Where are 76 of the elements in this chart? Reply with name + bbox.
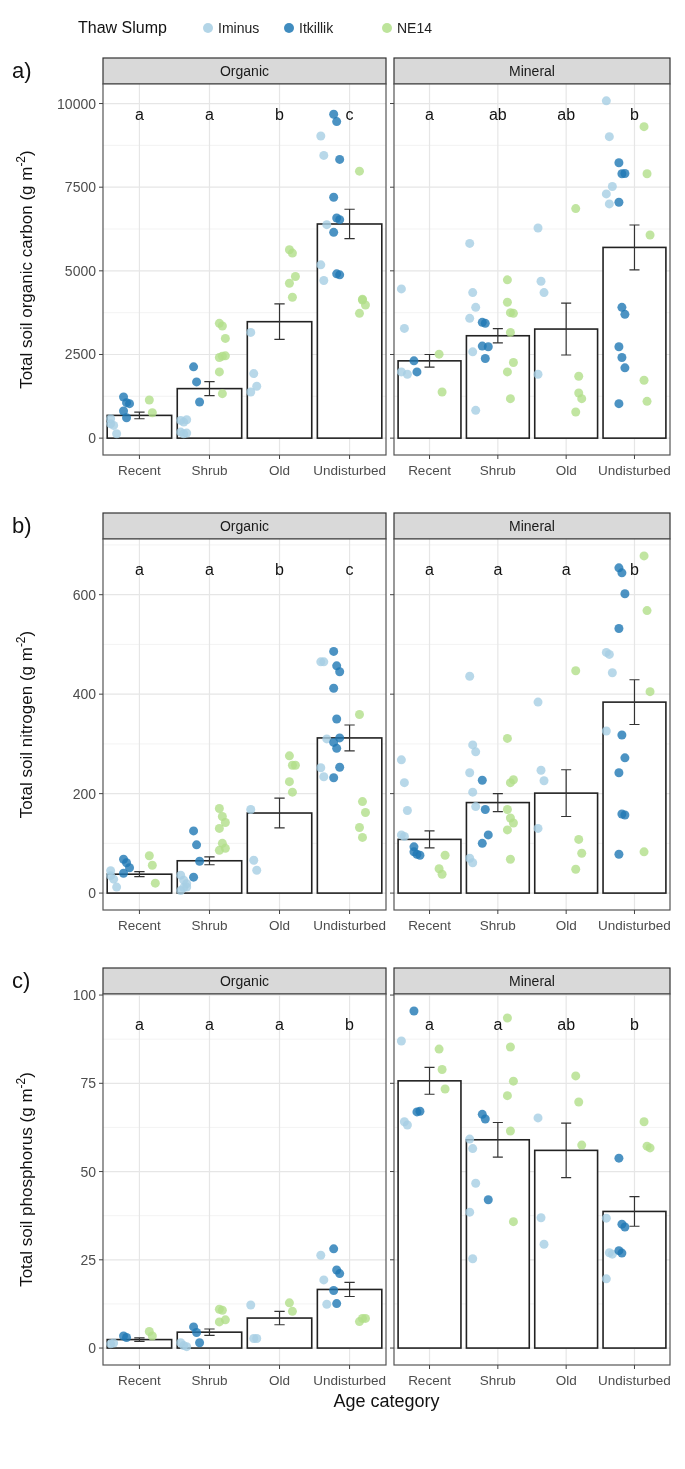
x-tick-label: Shrub xyxy=(479,1373,516,1388)
y-tick-label: 0 xyxy=(88,1340,97,1357)
y-tick-label: 5000 xyxy=(64,262,97,279)
x-tick-label: Shrub xyxy=(479,918,516,933)
y-tick-label: 100 xyxy=(72,987,97,1004)
chart-title: Mineral xyxy=(509,973,555,989)
annotation: a xyxy=(493,1015,503,1033)
annotation: a xyxy=(134,560,144,578)
y-tick-label: 2500 xyxy=(64,346,97,363)
legend-label: Iminus xyxy=(218,20,260,36)
x-tick-label: Undisturbed xyxy=(313,918,386,933)
chart-title: Organic xyxy=(219,973,270,989)
chart-title: Mineral xyxy=(509,518,555,534)
annotation: a xyxy=(425,105,435,123)
y-tick-label: 600 xyxy=(72,586,97,603)
y-tick-label: 7500 xyxy=(64,179,97,196)
x-tick-label: Shrub xyxy=(191,1373,228,1388)
x-tick-label: Old xyxy=(269,918,291,933)
y-tick-label: 25 xyxy=(80,1251,97,1268)
x-tick-label: Shrub xyxy=(191,463,228,478)
annotation: a xyxy=(425,1015,435,1033)
y-tick-label: 75 xyxy=(80,1075,97,1092)
annotation: b xyxy=(345,1015,355,1033)
annotation: b xyxy=(275,560,285,578)
chart-title: Organic xyxy=(219,63,270,79)
x-tick-label: Undisturbed xyxy=(598,918,671,933)
x-tick-label: Undisturbed xyxy=(598,1373,671,1388)
y-tick-label: 200 xyxy=(72,785,97,802)
x-tick-label: Old xyxy=(555,918,577,933)
y-tick-label: 50 xyxy=(80,1163,97,1180)
chart-title: Organic xyxy=(219,518,270,534)
x-tick-label: Recent xyxy=(118,1373,162,1388)
annotation: b xyxy=(630,560,640,578)
annotation: b xyxy=(630,1015,640,1033)
annotation: a xyxy=(205,560,215,578)
x-tick-label: Recent xyxy=(118,463,162,478)
x-tick-label: Shrub xyxy=(191,918,228,933)
annotation: a xyxy=(425,560,435,578)
y-tick-label: 400 xyxy=(72,686,97,703)
x-axis-title: Age category xyxy=(333,1391,440,1411)
x-tick-label: Old xyxy=(269,463,291,478)
annotation: a xyxy=(493,560,503,578)
annotation: c xyxy=(345,560,354,578)
annotation: a xyxy=(205,105,215,123)
x-tick-label: Old xyxy=(555,463,577,478)
x-tick-label: Recent xyxy=(118,918,162,933)
x-tick-label: Recent xyxy=(408,918,452,933)
annotation: a xyxy=(134,1015,144,1033)
annotation: a xyxy=(134,105,144,123)
annotation: b xyxy=(630,105,640,123)
x-tick-label: Recent xyxy=(408,1373,452,1388)
x-tick-label: Undisturbed xyxy=(313,1373,386,1388)
legend-label: NE14 xyxy=(397,20,433,36)
annotation: ab xyxy=(488,105,507,123)
x-tick-label: Undisturbed xyxy=(598,463,671,478)
chart-title: Mineral xyxy=(509,63,555,79)
x-tick-label: Shrub xyxy=(479,463,516,478)
x-tick-label: Recent xyxy=(408,463,452,478)
y-tick-label: 0 xyxy=(88,885,97,902)
x-tick-label: Old xyxy=(269,1373,291,1388)
annotation: b xyxy=(275,105,285,123)
annotation: a xyxy=(205,1015,215,1033)
x-tick-label: Undisturbed xyxy=(313,463,386,478)
annotation: ab xyxy=(557,105,576,123)
annotation: ab xyxy=(557,1015,576,1033)
y-tick-label: 0 xyxy=(88,430,97,447)
x-tick-label: Old xyxy=(555,1373,577,1388)
legend-title: Thaw Slump xyxy=(78,19,168,36)
y-tick-label: 10000 xyxy=(57,95,97,112)
annotation: a xyxy=(275,1015,285,1033)
text: a) xyxy=(12,58,32,83)
annotation: c xyxy=(345,105,354,123)
text: b) xyxy=(12,513,32,538)
text: c) xyxy=(12,968,31,993)
annotation: a xyxy=(561,560,571,578)
legend-label: Itkillik xyxy=(299,20,335,36)
